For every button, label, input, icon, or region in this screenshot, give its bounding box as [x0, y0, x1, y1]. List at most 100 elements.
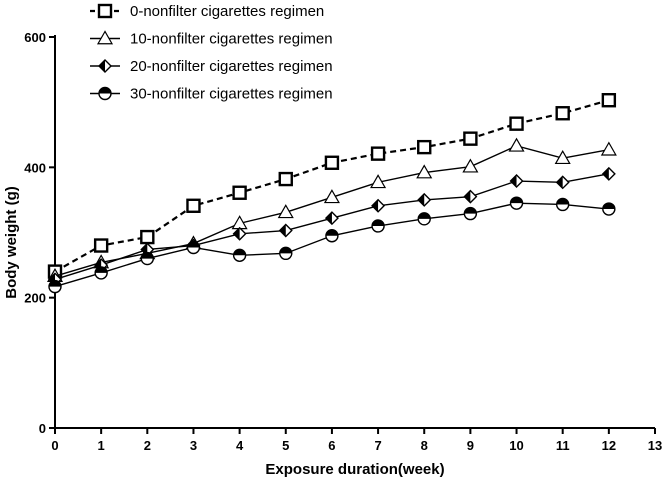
marker-diamond-fill — [99, 60, 105, 72]
marker-square — [97, 3, 113, 19]
x-tick-label: 11 — [556, 438, 570, 453]
marker-circle-fill — [279, 247, 292, 254]
data-point — [186, 198, 201, 213]
marker-circle-fill — [556, 198, 569, 205]
y-tick-label: 200 — [24, 291, 46, 306]
x-axis-title: Exposure duration(week) — [265, 461, 444, 478]
marker-diamond-fill — [602, 167, 609, 180]
data-point — [417, 139, 432, 155]
marker-circle-fill — [99, 87, 111, 94]
data-point — [232, 226, 247, 241]
x-tick-label: 9 — [467, 438, 474, 453]
marker-triangle — [277, 204, 294, 219]
data-point — [463, 189, 478, 204]
marker-square — [370, 146, 386, 161]
data-point — [186, 240, 201, 255]
marker-triangle — [554, 150, 571, 165]
data-point — [94, 266, 108, 280]
marker-diamond-fill — [372, 199, 379, 212]
data-point — [140, 251, 155, 266]
data-point — [601, 166, 616, 181]
series-2 — [48, 166, 616, 287]
x-tick-label: 4 — [236, 438, 244, 453]
marker-diamond-fill — [418, 193, 425, 206]
x-tick-label: 0 — [51, 438, 58, 453]
series-3 — [48, 196, 616, 294]
data-point — [140, 229, 155, 245]
marker-circle-fill — [233, 249, 246, 256]
marker-triangle — [416, 164, 433, 179]
marker-diamond-fill — [556, 176, 563, 189]
data-point — [48, 279, 62, 294]
x-tick-label: 2 — [144, 438, 151, 453]
legend-marker — [98, 59, 112, 73]
data-point — [324, 155, 340, 170]
marker-diamond-fill — [279, 224, 286, 237]
marker-triangle — [323, 189, 340, 204]
legend-item: 20-nonfilter cigarettes regimen — [90, 58, 333, 75]
x-tick-label: 13 — [648, 438, 662, 453]
data-point — [462, 158, 479, 173]
data-point — [600, 141, 617, 156]
data-point — [324, 211, 339, 226]
legend-marker — [97, 3, 113, 19]
legend-label: 10-nonfilter cigarettes regimen — [130, 31, 333, 48]
marker-diamond-fill — [464, 190, 471, 203]
marker-square — [278, 171, 293, 187]
marker-triangle — [96, 30, 114, 45]
marker-diamond-fill — [510, 175, 517, 188]
data-point — [554, 150, 571, 165]
data-point — [279, 246, 293, 261]
x-tick-label: 12 — [602, 438, 616, 453]
data-point — [416, 164, 433, 179]
legend-item: 10-nonfilter cigarettes regimen — [90, 30, 333, 48]
marker-square — [93, 238, 109, 253]
marker-square — [140, 229, 155, 245]
marker-square — [601, 93, 617, 108]
y-tick-label: 0 — [39, 421, 46, 436]
marker-diamond-fill — [325, 212, 332, 225]
legend-marker — [96, 30, 114, 45]
data-point — [555, 197, 570, 212]
marker-circle-fill — [372, 219, 385, 226]
marker-triangle — [600, 141, 617, 156]
marker-circle-fill — [464, 207, 477, 214]
legend-item: 30-nonfilter cigarettes regimen — [90, 86, 333, 103]
marker-triangle — [370, 174, 387, 189]
legend-label: 0-nonfilter cigarettes regimen — [130, 3, 324, 20]
data-point — [278, 171, 293, 187]
data-point — [509, 196, 524, 210]
data-point — [463, 131, 478, 146]
data-point — [417, 212, 431, 226]
data-point — [371, 219, 385, 233]
marker-circle-fill — [325, 229, 338, 236]
x-tick-label: 8 — [421, 438, 428, 453]
marker-square — [555, 106, 570, 121]
data-point — [509, 174, 524, 189]
legend-label: 30-nonfilter cigarettes regimen — [130, 86, 333, 103]
data-point — [417, 192, 432, 207]
data-point — [370, 146, 386, 161]
legend: 0-nonfilter cigarettes regimen 10-nonfilt… — [90, 3, 333, 103]
data-point — [602, 202, 616, 216]
x-tick-label: 6 — [328, 438, 335, 453]
x-tick-label: 10 — [509, 438, 523, 453]
marker-square — [509, 116, 524, 131]
legend-item: 0-nonfilter cigarettes regimen — [90, 3, 324, 20]
data-point — [370, 174, 387, 189]
data-point — [509, 116, 524, 131]
marker-square — [232, 185, 247, 200]
data-point — [93, 238, 109, 253]
series-0 — [47, 93, 617, 279]
data-point — [508, 137, 525, 152]
marker-circle-fill — [49, 280, 61, 287]
marker-square — [324, 155, 340, 170]
data-point — [325, 229, 339, 243]
x-tick-label: 7 — [374, 438, 381, 453]
data-point — [463, 206, 478, 221]
marker-circle-fill — [141, 252, 154, 259]
marker-circle-fill — [418, 212, 431, 219]
data-point — [601, 93, 617, 108]
marker-circle-fill — [510, 197, 523, 204]
